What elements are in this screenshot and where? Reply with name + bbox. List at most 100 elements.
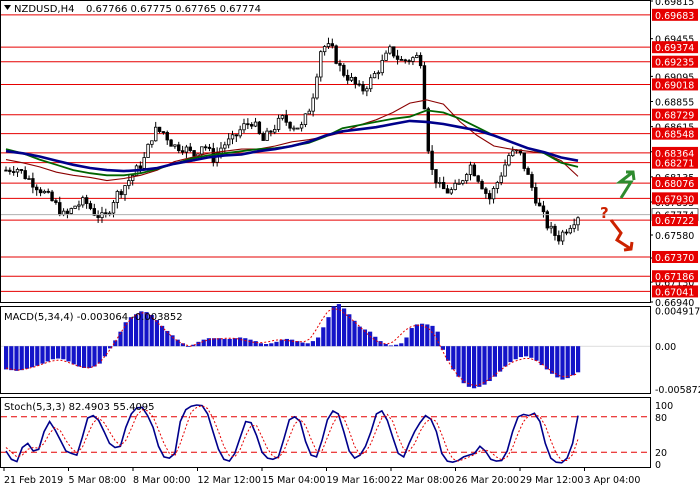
- candle-body: [234, 134, 239, 137]
- macd-bar: [154, 320, 159, 347]
- candle-body: [180, 150, 185, 153]
- candle-body: [23, 170, 27, 180]
- price-axis-label: 0.69095: [655, 72, 694, 83]
- candle-body: [150, 140, 154, 145]
- candle-body: [388, 46, 392, 54]
- time-axis-label: 21 Feb 2019: [4, 475, 63, 486]
- candle-body: [15, 169, 20, 173]
- candle-body: [61, 210, 66, 216]
- macd-bar: [492, 346, 497, 377]
- time-axis-label: 22 Mar 08:00: [391, 475, 454, 486]
- candle-body: [88, 203, 93, 209]
- candle-body: [8, 169, 12, 172]
- price-level-label: 0.68271: [655, 159, 694, 170]
- candle-body: [230, 134, 235, 140]
- macd-bar: [305, 343, 310, 347]
- candle-body: [445, 188, 450, 194]
- candle-body: [422, 65, 427, 110]
- candle-body: [107, 212, 112, 215]
- macd-bar: [4, 346, 9, 370]
- time-axis-label: 5 Mar 08:00: [69, 475, 126, 486]
- macd-bar: [45, 346, 50, 362]
- candle-body: [188, 146, 192, 151]
- macd-bar: [326, 317, 331, 347]
- candle-body: [395, 55, 400, 60]
- candle-body: [368, 77, 373, 90]
- stochastic-lines: [1, 404, 650, 464]
- price-level-label: 0.69683: [655, 11, 694, 22]
- price-axis-label: 0.67130: [655, 278, 694, 289]
- macd-signal-line: [5, 307, 579, 386]
- price-level-badge: [652, 127, 698, 140]
- candle-body: [461, 180, 465, 184]
- candle-body: [38, 189, 43, 194]
- macd-bar: [50, 346, 55, 360]
- candle-body: [418, 54, 423, 67]
- down-arrow-icon: [609, 219, 632, 251]
- macd-bar: [378, 341, 383, 347]
- symbol-label: NZDUSD,H4: [14, 4, 74, 15]
- candle-body: [564, 231, 569, 234]
- price-level-label: 0.67722: [655, 216, 694, 227]
- macd-bar: [440, 346, 445, 350]
- candle-body: [403, 59, 407, 62]
- candle-body: [488, 193, 492, 200]
- macd-bar: [477, 346, 482, 387]
- macd-bar: [446, 346, 451, 361]
- candle-body: [457, 182, 461, 185]
- macd-bar: [368, 331, 373, 347]
- macd-axis: 0.004917 0.00 -0.005872: [655, 307, 700, 396]
- candle-body: [549, 225, 553, 229]
- macd-bar: [118, 331, 123, 347]
- macd-bar: [373, 336, 378, 347]
- macd-bar: [238, 337, 243, 347]
- time-axis-label: 26 Mar 20:00: [456, 475, 519, 486]
- stoch-line: [5, 404, 579, 464]
- candle-body: [464, 174, 469, 182]
- macd-axis-label: 0.004917: [655, 307, 700, 318]
- macd-bar: [66, 346, 71, 362]
- dropdown-triangle-icon[interactable]: [4, 5, 11, 10]
- macd-bar: [139, 311, 144, 347]
- price-level-badge: [652, 8, 698, 21]
- up-arrow-head-icon: [626, 170, 636, 181]
- candle-body: [54, 200, 58, 203]
- candle-body: [81, 197, 85, 206]
- price-level-badge: [652, 156, 698, 169]
- macd-bar: [555, 346, 560, 378]
- candle-body: [530, 174, 534, 188]
- candle-body: [526, 168, 530, 175]
- candle-body: [173, 144, 177, 147]
- macd-bar: [388, 345, 393, 347]
- stoch-axis-label: 20: [655, 448, 667, 459]
- price-axis-label: 0.66940: [655, 298, 694, 309]
- macd-bar: [409, 328, 414, 347]
- macd-bar: [482, 346, 487, 385]
- macd-bar: [144, 312, 149, 347]
- candle-body: [31, 178, 35, 188]
- candle-body: [138, 165, 143, 169]
- price-level-label: 0.67930: [655, 194, 694, 205]
- macd-bar: [290, 339, 295, 347]
- macd-bar: [274, 341, 279, 347]
- candle-body: [27, 178, 31, 180]
- macd-bar: [316, 337, 321, 347]
- candle-body: [484, 188, 488, 194]
- candle-body: [572, 224, 576, 229]
- price-level-badges: 0.69683 0.69374 0.69235 0.69018 0.68729 0.685…: [652, 8, 698, 298]
- candle-body: [46, 190, 50, 193]
- macd-bar: [56, 346, 61, 359]
- up-arrow-icon: [615, 170, 634, 199]
- macd-bar: [498, 346, 503, 372]
- price-level-badge: [652, 192, 698, 205]
- candle-body: [411, 57, 415, 62]
- macd-bar: [508, 346, 513, 363]
- candle-body: [537, 202, 542, 207]
- candle-body: [276, 117, 281, 130]
- candle-body: [503, 164, 507, 177]
- candle-body: [495, 182, 500, 189]
- macd-bar: [82, 346, 87, 368]
- stoch-axis-label: 0: [655, 460, 661, 471]
- macd-bar: [201, 339, 206, 347]
